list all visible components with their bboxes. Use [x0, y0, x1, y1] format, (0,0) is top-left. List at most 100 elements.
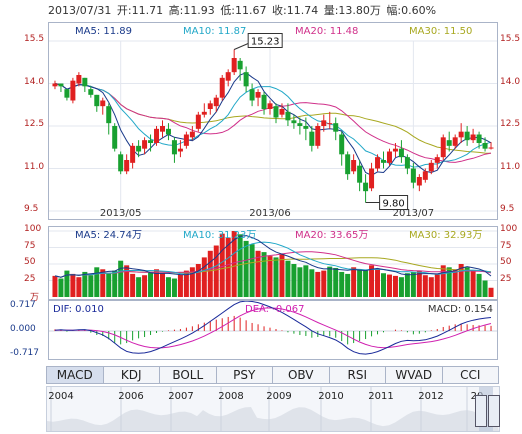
price-chart[interactable]: 2013/05 2013/06 2013/07 MA5: 11.89 MA10: 11.…: [49, 23, 497, 219]
y-tick-label: -0.717: [10, 348, 40, 358]
volume-chart[interactable]: MA5: 24.74万 MA10: 31.23万 MA20: 33.65万 MA30:…: [49, 227, 497, 299]
y-tick-label: 14.0: [24, 76, 45, 87]
tab-cci[interactable]: CCI: [441, 366, 499, 384]
candle-body: [440, 137, 446, 158]
quote-volume: 量:13.80万: [323, 4, 381, 17]
volume-bar: [88, 275, 94, 297]
macd-panel[interactable]: DIF: 0.010 DEA: -0.067 MACD: 0.154: [48, 300, 498, 360]
volume-bar: [285, 260, 291, 297]
max-label: 15.23: [251, 37, 280, 48]
volume-bar: [58, 278, 64, 297]
candle-body: [464, 131, 470, 141]
tab-rsi[interactable]: RSI: [328, 366, 386, 384]
volume-bar: [165, 277, 171, 297]
candle-body: [76, 75, 82, 84]
candle-body: [243, 72, 249, 87]
volume-bar: [159, 273, 165, 297]
candle-body: [58, 83, 64, 87]
tab-psy[interactable]: PSY: [215, 366, 273, 384]
timeline-navigator[interactable]: 2004200620072008200920102011201220: [46, 386, 500, 432]
volume-legend-item: MA30: 32.93万: [409, 230, 482, 241]
candle-body: [315, 126, 321, 146]
candle-body: [171, 140, 177, 155]
volume-bar: [189, 267, 195, 297]
candle-body: [261, 94, 267, 109]
candle-body: [189, 131, 195, 138]
candle-body: [434, 157, 440, 163]
volume-bar: [470, 270, 476, 297]
y-tick-label: 9.5: [500, 204, 515, 214]
max-box: [247, 33, 283, 48]
candle-body: [470, 134, 476, 141]
vol-ma5-line: [54, 234, 492, 278]
volume-bar: [315, 271, 321, 297]
tab-boll[interactable]: BOLL: [159, 366, 217, 384]
candle-body: [452, 137, 458, 146]
quote-change: 幅:0.60%: [386, 4, 437, 17]
timeline-year-label: 2012: [418, 391, 443, 402]
volume-bar: [76, 277, 82, 297]
volume-bar: [488, 287, 494, 297]
volume-legend-item: MA5: 24.74万: [75, 230, 142, 241]
tab-wvad[interactable]: WVAD: [385, 366, 443, 384]
candle-body: [118, 154, 124, 172]
y-tick-label: 50: [500, 257, 512, 267]
tab-kdj[interactable]: KDJ: [102, 366, 160, 384]
volume-bar: [243, 240, 249, 297]
candle-body: [386, 151, 392, 163]
macd-dea-label: DEA: -0.067: [245, 304, 304, 315]
dif-line: [54, 300, 492, 355]
timeline-right-handle[interactable]: [488, 395, 500, 427]
candle-body: [303, 126, 309, 129]
candle-body: [231, 58, 237, 73]
volume-bar: [249, 244, 255, 297]
candle-body: [124, 160, 130, 172]
y-tick-label: 25: [24, 273, 36, 284]
volume-legend-item: MA10: 31.23万: [183, 230, 256, 241]
timeline-year-label: 2009: [266, 391, 291, 402]
candle-body: [357, 165, 363, 183]
candle-body: [363, 182, 369, 192]
volume-bar: [351, 267, 357, 297]
volume-bar: [267, 256, 273, 297]
vol-ma20-line: [54, 251, 492, 278]
y-tick-label: 100: [500, 224, 518, 234]
volume-bar: [339, 271, 345, 297]
timeline-year-label: 2010: [318, 391, 343, 402]
volume-panel[interactable]: MA5: 24.74万 MA10: 31.23万 MA20: 33.65万 MA30:…: [48, 226, 498, 300]
volume-bar: [375, 269, 381, 297]
volume-bar: [261, 252, 267, 297]
timeline-chart: 2004200620072008200920102011201220: [47, 387, 499, 431]
candle-body: [142, 140, 148, 149]
volume-bar: [297, 267, 303, 297]
volume-bar: [82, 271, 88, 297]
timeline-year-label: 2008: [218, 391, 243, 402]
candle-body: [279, 109, 285, 115]
volume-bar: [464, 267, 470, 297]
volume-bar: [148, 271, 154, 297]
candle-body: [327, 123, 333, 125]
candle-body: [159, 126, 165, 132]
candle-body: [88, 89, 94, 95]
tab-obv[interactable]: OBV: [272, 366, 330, 384]
macd-chart[interactable]: DIF: 0.010 DEA: -0.067 MACD: 0.154: [49, 300, 497, 359]
timeline-year-label: 2006: [118, 391, 143, 402]
volume-bar: [100, 269, 106, 297]
candle-body: [237, 60, 243, 70]
y-tick-label: 12.5: [500, 119, 521, 129]
candle-body: [225, 72, 231, 81]
volume-bar: [476, 273, 482, 297]
volume-legend-item: MA20: 33.65万: [295, 230, 368, 241]
volume-bar: [213, 245, 219, 297]
candle-body: [369, 168, 375, 189]
volume-bar: [327, 266, 333, 297]
volume-bar: [231, 231, 237, 297]
volume-bar: [70, 273, 76, 297]
candle-body: [416, 177, 422, 186]
y-tick-label: 0.000: [10, 324, 36, 334]
timeline-left-handle[interactable]: [475, 395, 487, 427]
price-panel[interactable]: 2013/05 2013/06 2013/07 MA5: 11.89 MA10: 11.…: [48, 22, 498, 220]
tab-macd[interactable]: MACD: [46, 366, 104, 384]
candle-body: [446, 140, 452, 146]
candle-body: [255, 92, 261, 98]
